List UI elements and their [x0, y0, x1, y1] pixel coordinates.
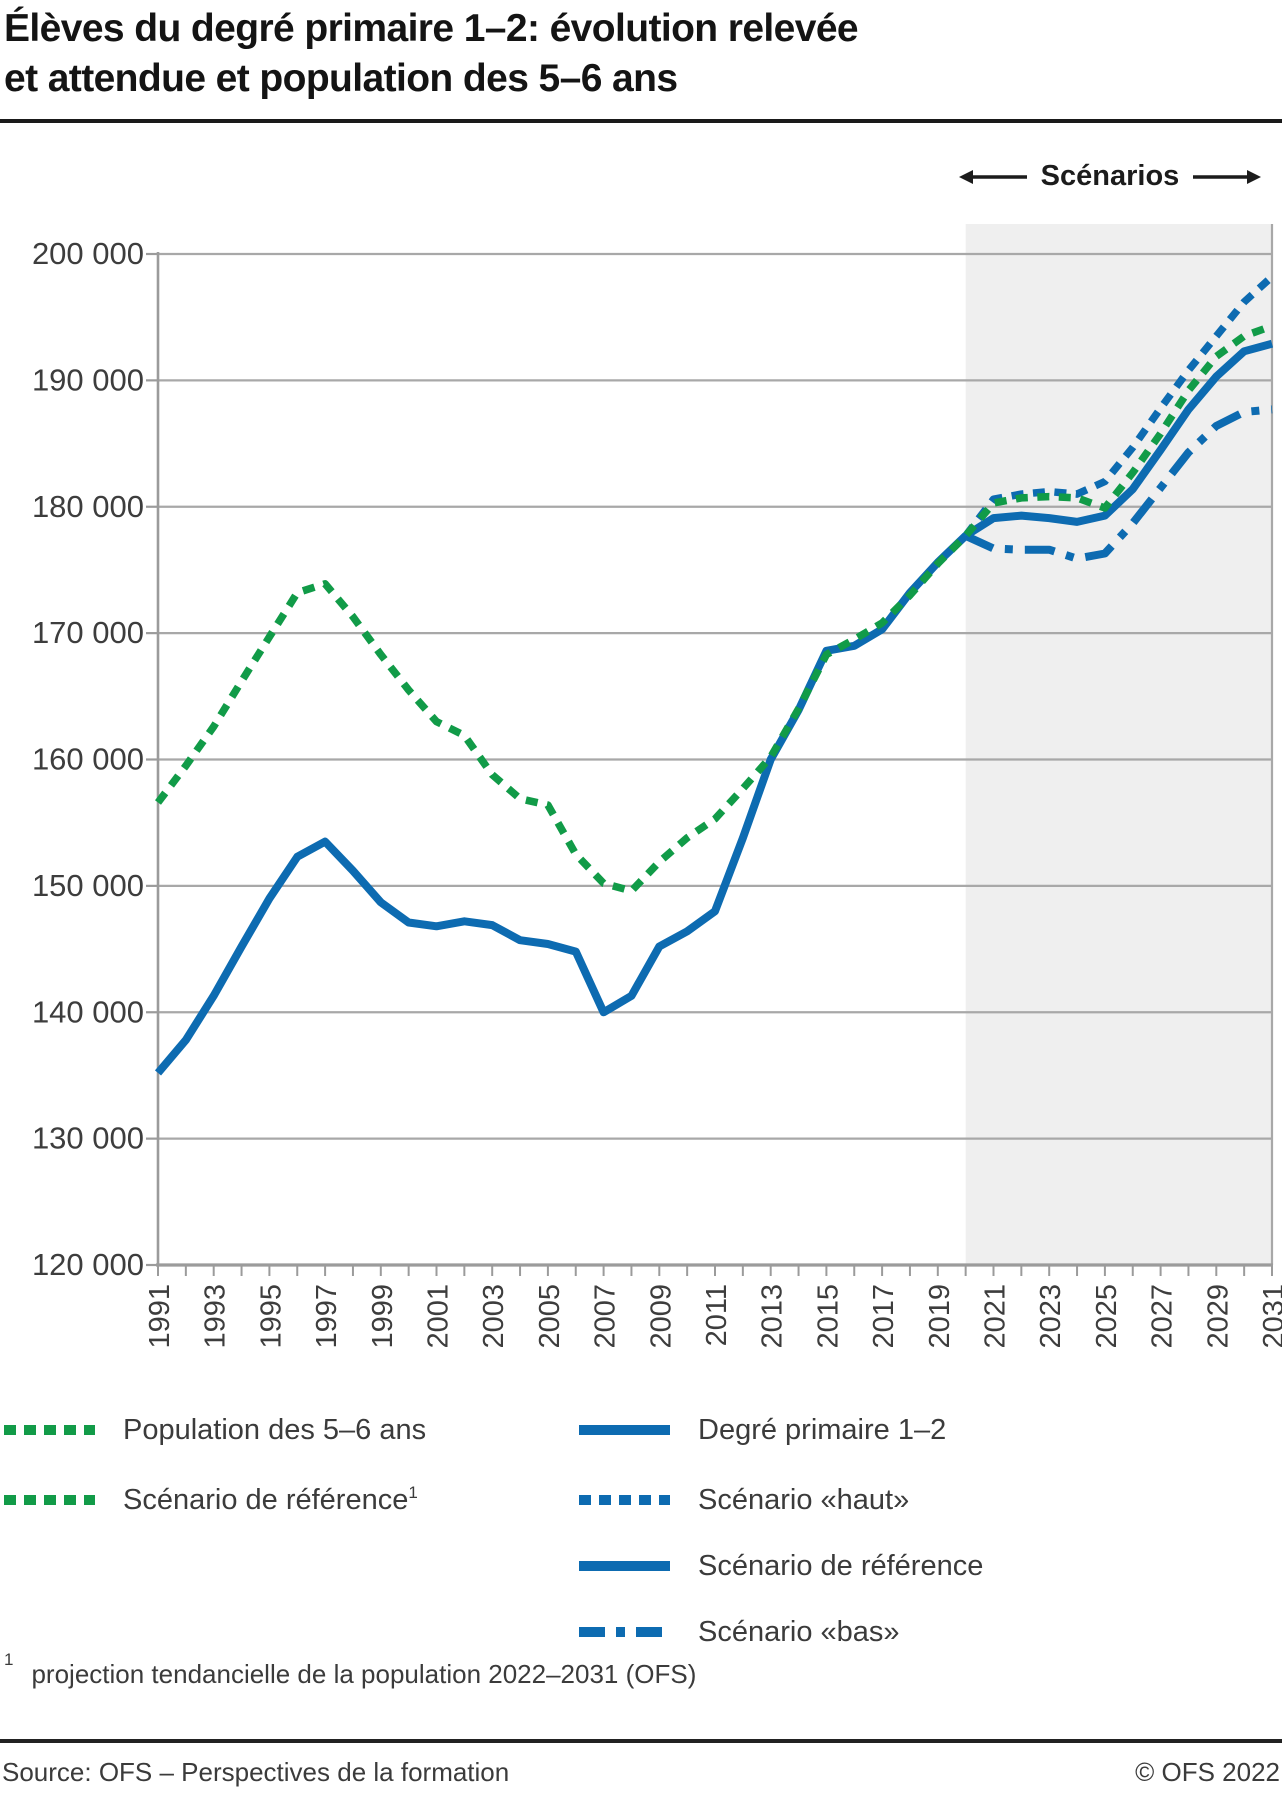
series-scenario-bas [963, 405, 1273, 563]
legend-label: Scénario de référence1 [123, 1482, 418, 1516]
title-divider [0, 119, 1282, 123]
x-tick-label: 1995 [255, 1284, 287, 1349]
x-tick-label: 2005 [534, 1284, 566, 1349]
x-tick-label: 1993 [200, 1284, 232, 1349]
legend-item-population-5-6: Population des 5–6 ans [2, 1412, 426, 1448]
x-tick-label: 2029 [1202, 1284, 1234, 1349]
y-tick-label: 160 000 [32, 742, 144, 777]
legend-marker-blue-solid-icon [579, 1425, 670, 1435]
legend-label: Scénario «bas» [698, 1615, 900, 1648]
series-population-5-6 [155, 322, 1274, 895]
x-tick-label: 2001 [423, 1284, 455, 1349]
legend-marker-green-dotted-icon [4, 1495, 95, 1505]
legend-marker-blue-dotted-icon [579, 1495, 670, 1505]
legend-label: Population des 5–6 ans [123, 1413, 427, 1446]
series-degre-primaire [154, 532, 969, 1076]
x-tick-label: 1999 [367, 1284, 399, 1349]
x-tick-label: 2023 [1035, 1284, 1067, 1349]
x-tick-label: 2009 [645, 1284, 677, 1349]
scenarios-header: Scénarios [940, 160, 1280, 193]
legend-label: Scénario de référence [698, 1549, 984, 1582]
x-tick-label: 2007 [590, 1284, 622, 1349]
y-tick-label: 200 000 [32, 236, 144, 271]
footer-divider [0, 1739, 1282, 1743]
legend-marker-blue-dashdot-icon [579, 1627, 670, 1637]
x-tick-label: 2027 [1147, 1284, 1179, 1349]
page-title-line2: et attendue et population des 5–6 ans [4, 56, 678, 100]
page-title: Élèves du degré primaire 1–2: évolution … [4, 4, 1204, 104]
legend-item-scenario-reference-population: Scénario de référence1 [2, 1482, 418, 1518]
legend-item-scenario-bas: Scénario «bas» [577, 1614, 900, 1650]
series-scenario-reference [963, 339, 1274, 540]
x-tick-label: 1991 [144, 1284, 176, 1349]
y-tick-label: 190 000 [32, 362, 144, 397]
legend-item-scenario-haut: Scénario «haut» [577, 1482, 909, 1518]
legend-marker-green-dotted-icon [4, 1425, 95, 1435]
x-tick-label: 2003 [478, 1284, 510, 1349]
y-tick-label: 130 000 [32, 1121, 144, 1156]
y-tick-label: 120 000 [32, 1247, 144, 1282]
x-tick-label: 2025 [1091, 1284, 1123, 1349]
scenarios-arrow-left-icon [958, 169, 1027, 184]
legend-label: Degré primaire 1–2 [698, 1413, 947, 1446]
scenarios-label: Scénarios [1040, 160, 1180, 192]
footnote-text: projection tendancielle de la population… [31, 1659, 697, 1689]
y-tick-label: 140 000 [32, 994, 144, 1029]
x-tick-label: 2031 [1258, 1284, 1282, 1349]
footer-source: Source: OFS – Perspectives de la formati… [2, 1757, 510, 1787]
footer-copyright: © OFS 2022 [1135, 1757, 1280, 1787]
y-tick-label: 180 000 [32, 489, 144, 524]
x-tick-label: 2021 [980, 1284, 1012, 1349]
footnote: 1 projection tendancielle de la populatio… [4, 1650, 696, 1690]
legend-item-degre-primaire: Degré primaire 1–2 [577, 1412, 946, 1448]
legend-item-scenario-reference: Scénario de référence [577, 1548, 983, 1584]
scenario-shading-region [965, 224, 1272, 1265]
x-tick-label: 2011 [701, 1284, 733, 1346]
x-tick-label: 2013 [757, 1284, 789, 1349]
x-tick-label: 2019 [924, 1284, 956, 1349]
legend-marker-blue-solid-icon [579, 1561, 670, 1571]
x-tick-label: 1997 [311, 1284, 343, 1349]
scenarios-arrow-right-icon [1193, 169, 1262, 184]
y-tick-label: 170 000 [32, 615, 144, 650]
y-tick-label: 150 000 [32, 868, 144, 903]
page-title-line1: Élèves du degré primaire 1–2: évolution … [4, 7, 859, 50]
x-tick-label: 2017 [868, 1284, 900, 1349]
legend-label: Scénario «haut» [698, 1483, 910, 1516]
x-tick-label: 2015 [812, 1284, 844, 1349]
footnote-ref-superscript: 1 [408, 1482, 418, 1502]
footnote-marker: 1 [4, 1650, 14, 1669]
